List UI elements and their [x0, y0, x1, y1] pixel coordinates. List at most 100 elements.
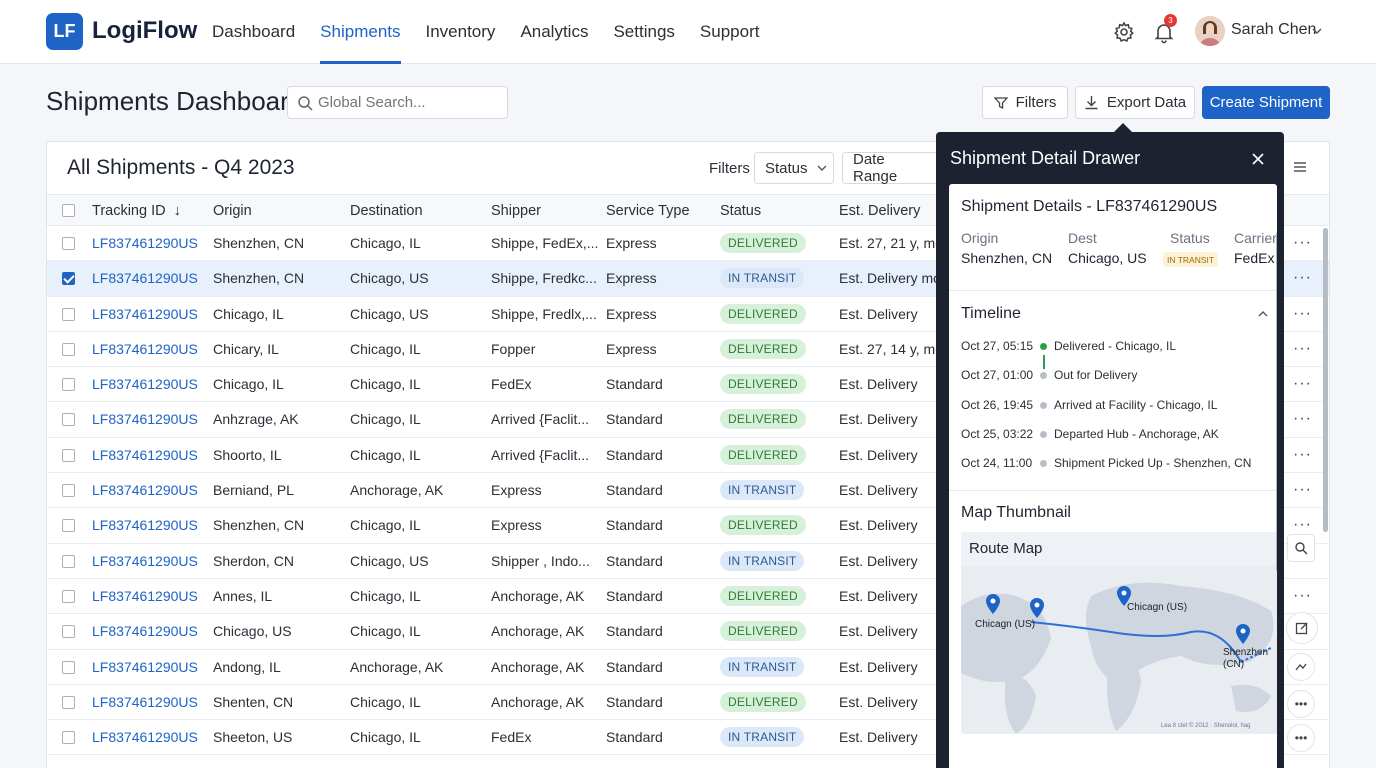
row-actions-icon[interactable]: ···: [1293, 481, 1312, 499]
row-checkbox[interactable]: [62, 660, 75, 674]
global-search[interactable]: [287, 86, 508, 119]
nav-dashboard[interactable]: Dashboard: [212, 22, 296, 41]
nav-inventory[interactable]: Inventory: [425, 22, 496, 41]
column-header-origin[interactable]: Origin: [213, 203, 252, 219]
column-header-service-type[interactable]: Service Type: [606, 203, 690, 219]
table-scrollbar[interactable]: [1323, 228, 1328, 532]
row-actions-icon[interactable]: ···: [1293, 445, 1312, 463]
column-header-shipper[interactable]: Shipper: [491, 203, 541, 219]
table-row[interactable]: LF837461290US Sheeton, US Chicago, IL FedEx…: [47, 720, 1329, 756]
tracking-id-link[interactable]: LF837461290US: [92, 270, 198, 287]
table-row[interactable]: LF837461290US Chicago, IL Chicago, US Shipp…: [47, 297, 1329, 332]
nav-settings[interactable]: Settings: [613, 22, 675, 41]
chevron-down-icon[interactable]: [1310, 24, 1324, 38]
tracking-id-link[interactable]: LF837461290US: [92, 305, 198, 322]
map-pin-chicago-2[interactable]: [1030, 598, 1044, 623]
table-row[interactable]: LF837461290US Chicago, IL Chicago, IL FedEx…: [47, 367, 1329, 403]
edit-icon: [1295, 622, 1308, 635]
row-actions-icon[interactable]: ···: [1293, 586, 1312, 604]
row-checkbox[interactable]: [62, 484, 75, 498]
tracking-id-link[interactable]: LF837461290US: [92, 235, 198, 251]
tracking-id-link[interactable]: LF837461290US: [92, 552, 198, 569]
tracking-id-link[interactable]: LF837461290US: [92, 693, 198, 710]
shipper-cell: Shipper , Indo...: [491, 552, 590, 569]
column-header-est-delivery[interactable]: Est. Delivery: [839, 203, 921, 219]
row-checkbox[interactable]: [62, 731, 75, 745]
row-checkbox[interactable]: [62, 625, 75, 639]
row-actions-icon[interactable]: ···: [1293, 304, 1312, 322]
table-row[interactable]: LF837461290US Shenzhen, CN Chicago, IL Ship…: [47, 226, 1329, 262]
table-row[interactable]: LF837461290US Anhzrage, AK Chicago, IL Arri…: [47, 402, 1329, 438]
tracking-id-link[interactable]: LF837461290US: [92, 517, 198, 534]
more-button[interactable]: •••: [1287, 690, 1315, 718]
row-checkbox[interactable]: [62, 695, 75, 709]
table-row[interactable]: LF837461290US Sherdon, CN Chicago, US Shipp…: [47, 544, 1329, 579]
timeline-connector: [1043, 355, 1045, 369]
row-checkbox[interactable]: [62, 413, 75, 427]
logo[interactable]: LF: [46, 13, 83, 50]
table-row[interactable]: LF837461290US Shoorto, IL Chicago, IL Arriv…: [47, 438, 1329, 474]
tracking-id-link[interactable]: LF837461290US: [92, 729, 198, 746]
row-checkbox[interactable]: [62, 237, 75, 250]
avatar[interactable]: [1195, 16, 1225, 46]
more-button-2[interactable]: •••: [1287, 724, 1315, 752]
zoom-search-button[interactable]: [1287, 534, 1315, 562]
gear-icon[interactable]: [1112, 20, 1136, 44]
map-pin-anchorage[interactable]: [1117, 586, 1131, 611]
table-row[interactable]: LF837461290US Andong, IL Anchorage, AK Anch…: [47, 650, 1329, 685]
status-badge: DELIVERED: [720, 515, 806, 536]
table-row[interactable]: LF837461290US Berniand, PL Anchorage, AK Ex…: [47, 473, 1329, 509]
row-actions-icon[interactable]: ···: [1293, 516, 1312, 534]
row-checkbox[interactable]: [62, 307, 75, 321]
shipper-cell: Shippe, Fredkc...: [491, 270, 597, 287]
edit-button[interactable]: [1286, 612, 1318, 644]
tracking-id-link[interactable]: LF837461290US: [92, 482, 198, 499]
nav-shipments[interactable]: Shipments: [320, 0, 401, 64]
table-row[interactable]: LF837461290US Shenzhen, CN Chicago, IL Expr…: [47, 508, 1329, 544]
row-checkbox[interactable]: [62, 448, 75, 462]
row-actions-icon[interactable]: ···: [1293, 410, 1312, 428]
route-map[interactable]: Route Map Chicag: [961, 532, 1277, 734]
tracking-id-link[interactable]: LF837461290US: [92, 340, 198, 357]
tracking-id-link[interactable]: LF837461290US: [92, 446, 198, 463]
row-actions-icon[interactable]: ···: [1293, 269, 1312, 287]
tracking-id-link[interactable]: LF837461290US: [92, 587, 198, 604]
tracking-id-link[interactable]: LF837461290US: [92, 623, 198, 640]
tracking-id-link[interactable]: LF837461290US: [92, 411, 198, 428]
tracking-id-link[interactable]: LF837461290US: [92, 658, 198, 675]
row-checkbox[interactable]: [62, 342, 75, 356]
row-checkbox[interactable]: [62, 519, 75, 533]
nav-support[interactable]: Support: [699, 22, 760, 41]
column-header-destination[interactable]: Destination: [350, 203, 423, 219]
create-shipment-button[interactable]: Create Shipment: [1202, 86, 1330, 119]
select-all-checkbox[interactable]: [62, 204, 75, 217]
status-filter-select[interactable]: Status: [754, 152, 834, 184]
map-pin-chicago[interactable]: [986, 594, 1000, 619]
row-checkbox[interactable]: [62, 378, 75, 392]
row-actions-icon[interactable]: ···: [1293, 375, 1312, 393]
filters-button[interactable]: Filters: [982, 86, 1068, 119]
map-pin-shenzhen[interactable]: [1236, 624, 1250, 649]
trend-button[interactable]: [1287, 653, 1315, 681]
user-name[interactable]: Sarah Chen: [1231, 21, 1317, 38]
row-checkbox[interactable]: [62, 589, 75, 603]
sort-down-icon[interactable]: ↓: [173, 203, 181, 219]
chevron-up-icon[interactable]: [1257, 308, 1269, 320]
row-actions-icon[interactable]: ···: [1293, 234, 1312, 251]
close-icon[interactable]: [1250, 151, 1266, 167]
search-input[interactable]: [318, 87, 503, 118]
column-menu-icon[interactable]: [1293, 161, 1307, 173]
row-actions-icon[interactable]: ···: [1293, 339, 1312, 357]
drawer-scrollbar[interactable]: [1276, 232, 1277, 572]
table-row[interactable]: LF837461290US Annes, IL Chicago, IL Anchora…: [47, 579, 1329, 615]
row-checkbox[interactable]: [62, 554, 75, 568]
table-row[interactable]: LF837461290US Chicary, IL Chicago, IL Foppe…: [47, 332, 1329, 368]
divider: [949, 290, 1277, 291]
nav-analytics[interactable]: Analytics: [520, 22, 589, 41]
export-data-button[interactable]: Export Data: [1075, 86, 1195, 119]
column-header-tracking-id[interactable]: Tracking ID ↓: [92, 203, 181, 219]
row-checkbox[interactable]: [62, 272, 75, 286]
service-type-cell: Express: [606, 235, 657, 251]
tracking-id-link[interactable]: LF837461290US: [92, 376, 198, 393]
column-header-status[interactable]: Status: [720, 203, 762, 219]
